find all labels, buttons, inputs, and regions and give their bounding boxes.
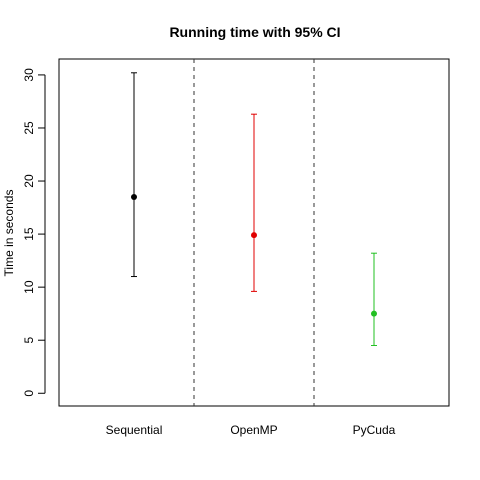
y-tick-label-10: 10 <box>22 280 36 294</box>
point-pycuda <box>371 310 377 317</box>
y-tick-label-15: 15 <box>22 227 36 241</box>
y-axis-label: Time in seconds <box>2 190 16 277</box>
errorbar-openmp <box>251 113 257 292</box>
error-bars <box>131 72 377 347</box>
point-sequential <box>131 193 137 200</box>
y-tick-label-25: 25 <box>22 121 36 135</box>
y-tick-label-30: 30 <box>22 68 36 82</box>
y-axis: 0 5 10 15 20 25 30 <box>22 68 46 397</box>
y-tick-label-0: 0 <box>22 390 36 397</box>
y-tick-label-5: 5 <box>22 337 36 344</box>
errorbar-pycuda <box>371 252 377 347</box>
plot-frame <box>58 58 450 407</box>
errorbar-sequential <box>131 72 137 278</box>
x-tick-label-openmp: OpenMP <box>230 423 277 437</box>
chart-title: Running time with 95% CI <box>169 24 340 40</box>
x-tick-label-sequential: Sequential <box>106 423 163 437</box>
x-tick-label-pycuda: PyCuda <box>353 423 396 437</box>
point-openmp <box>251 232 257 239</box>
x-axis-labels: Sequential OpenMP PyCuda <box>106 423 396 437</box>
category-separators <box>193 59 315 406</box>
y-tick-label-20: 20 <box>22 174 36 188</box>
